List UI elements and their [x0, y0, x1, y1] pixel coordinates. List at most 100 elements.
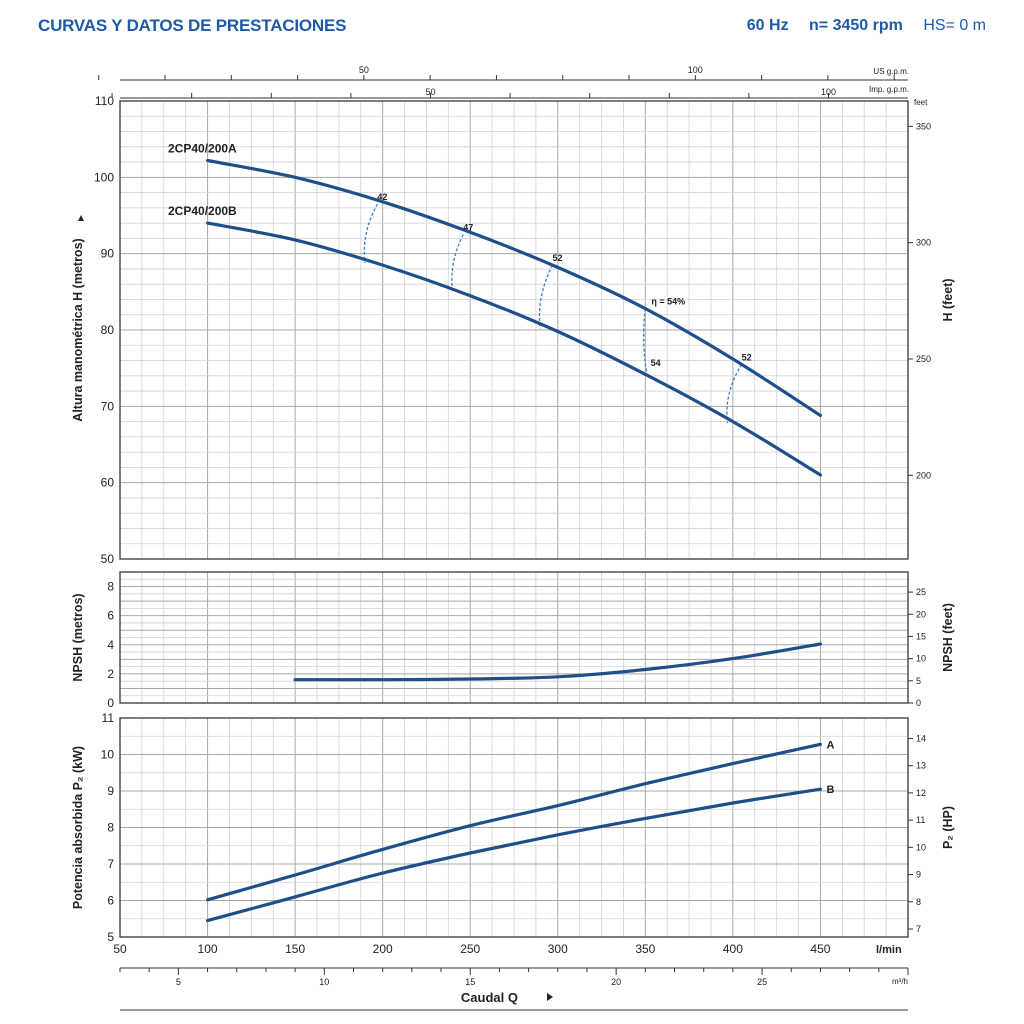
power-ytick-label: 8: [107, 821, 114, 835]
head-right-unit: feet: [914, 98, 928, 107]
head-ylabel-arrow: [78, 215, 84, 221]
m3h-tick-label: 5: [176, 977, 181, 987]
power-ytick-right-label: 9: [916, 870, 921, 880]
npsh-ytick-label: 6: [107, 609, 114, 623]
power-series-label: A: [826, 739, 834, 751]
npsh-ytick-label: 0: [107, 696, 114, 710]
head-series-label: 2CP40/200A: [168, 142, 237, 156]
us-gpm-tick-label: 100: [688, 65, 703, 75]
efficiency-line: [451, 234, 464, 292]
power-series-label: B: [826, 784, 834, 796]
head-ytick-label: 110: [95, 94, 114, 108]
npsh-grid: [119, 571, 909, 704]
head-curve-b: [206, 221, 822, 477]
head-ytick-label: 100: [94, 170, 114, 184]
page-header: CURVAS Y DATOS DE PRESTACIONES 60 Hz n= …: [0, 0, 1024, 50]
head-ytick-label: 60: [101, 476, 115, 490]
frequency-label: 60 Hz: [746, 17, 789, 34]
head-series-label: 2CP40/200B: [168, 204, 237, 218]
power-ytick-label: 7: [107, 857, 114, 871]
power-ytick-label: 5: [107, 930, 114, 944]
head-curve-a: [206, 158, 822, 418]
power-ytick-right-label: 12: [916, 788, 926, 798]
hs-label: HS= 0 m: [923, 17, 986, 34]
x-unit-label: l/min: [876, 944, 902, 956]
npsh-curve: [293, 642, 822, 682]
npsh-ytick-label: 4: [107, 638, 114, 652]
page-title: CURVAS Y DATOS DE PRESTACIONES: [38, 16, 347, 35]
npsh-ytick-right-label: 15: [916, 631, 926, 641]
x-tick-label: 450: [810, 942, 830, 956]
head-frame: [119, 100, 909, 560]
npsh-ylabel: NPSH (metros): [71, 593, 85, 681]
npsh-ytick-label: 2: [107, 667, 114, 681]
imp-gpm-tick-label: 100: [821, 87, 836, 97]
head-ytick-label: 70: [101, 399, 115, 413]
power-ytick-right-label: 11: [916, 815, 925, 825]
efficiency-label: η = 54%: [651, 297, 685, 307]
power-frame: [119, 717, 909, 938]
x-tick-label: 350: [635, 942, 655, 956]
m3h-tick-label: 20: [611, 977, 621, 987]
efficiency-label: 42: [377, 192, 387, 202]
m3h-unit: m³/h: [892, 977, 908, 986]
efficiency-label: 54: [651, 358, 661, 368]
x-tick-label: 300: [548, 942, 568, 956]
speed-label: n= 3450 rpm: [809, 17, 903, 34]
head-ylabel: Altura manométrica H (metros): [71, 238, 85, 421]
power-ytick-right-label: 14: [916, 733, 926, 743]
m3h-tick-label: 25: [757, 977, 767, 987]
x-axis-title: Caudal Q: [461, 990, 518, 1005]
us-gpm-unit: US g.p.m.: [873, 67, 909, 76]
x-tick-label: 50: [113, 942, 127, 956]
power-ytick-label: 10: [101, 748, 115, 762]
power-ylabel-right: P₂ (HP): [941, 806, 955, 849]
npsh-ytick-right-label: 10: [916, 654, 926, 664]
power-ylabel: Potencia absorbida P₂ (kW): [71, 746, 85, 909]
head-ytick-label: 50: [101, 552, 115, 566]
head-ytick-right-label: 300: [916, 238, 931, 248]
m3h-tick-label: 10: [319, 977, 329, 987]
power-curve-a: [206, 742, 822, 902]
npsh-ytick-right-label: 5: [916, 676, 921, 686]
imp-gpm-unit: Imp. g.p.m.: [869, 85, 909, 94]
efficiency-line: [643, 308, 648, 376]
npsh-frame: [119, 571, 909, 704]
npsh-ytick-right-label: 25: [916, 587, 926, 597]
power-ytick-right-label: 8: [916, 897, 921, 907]
npsh-ytick-right-label: 0: [916, 698, 921, 708]
x-axis-arrow: [547, 993, 553, 1001]
imp-gpm-tick-label: 50: [425, 87, 435, 97]
x-tick-label: 200: [373, 942, 393, 956]
head-ytick-label: 80: [101, 323, 115, 337]
head-grid: [119, 100, 909, 560]
us-gpm-tick-label: 50: [359, 65, 369, 75]
power-ytick-label: 9: [107, 784, 114, 798]
x-tick-label: 100: [198, 942, 218, 956]
x-tick-label: 250: [460, 942, 480, 956]
efficiency-line: [726, 364, 743, 424]
power-ytick-right-label: 7: [916, 924, 921, 934]
npsh-ytick-right-label: 20: [916, 609, 926, 619]
efficiency-label: 52: [742, 352, 752, 362]
efficiency-label: 52: [553, 253, 563, 263]
power-ytick-label: 6: [107, 894, 114, 908]
efficiency-line: [538, 264, 554, 329]
efficiency-label: 47: [463, 223, 473, 233]
head-ylabel-right: H (feet): [941, 278, 955, 321]
npsh-ylabel-right: NPSH (feet): [941, 603, 955, 672]
head-ytick-right-label: 350: [916, 121, 931, 131]
power-grid: [119, 717, 909, 938]
power-ytick-right-label: 10: [916, 842, 926, 852]
head-ytick-right-label: 200: [916, 470, 931, 480]
x-tick-label: 150: [285, 942, 305, 956]
head-ytick-right-label: 250: [916, 354, 931, 364]
npsh-ytick-label: 8: [107, 580, 114, 594]
power-ytick-label: 11: [102, 711, 115, 725]
operating-conditions: 60 Hz n= 3450 rpm HS= 0 m: [731, 17, 986, 35]
power-ytick-right-label: 13: [916, 761, 926, 771]
x-tick-label: 400: [723, 942, 743, 956]
m3h-tick-label: 15: [465, 977, 475, 987]
head-ytick-label: 90: [101, 247, 115, 261]
